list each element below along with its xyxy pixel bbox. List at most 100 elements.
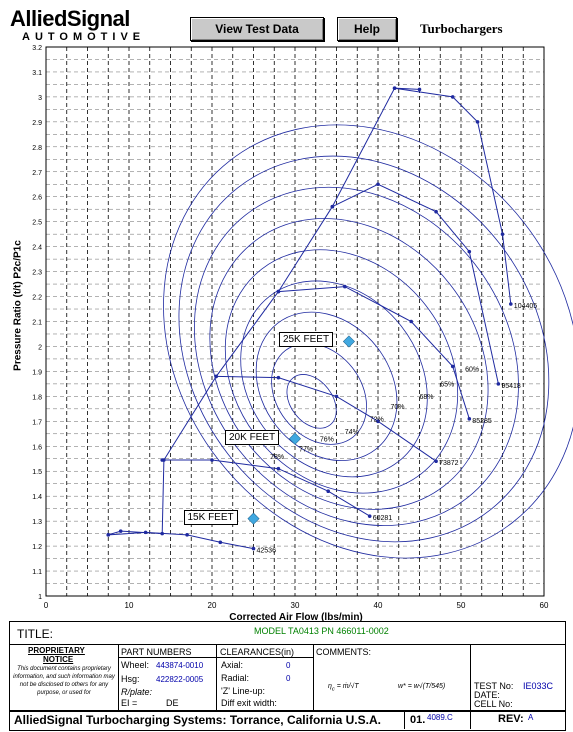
speed-line [278, 286, 470, 419]
y-tick-label: 1.2 [32, 544, 42, 551]
view-test-data-button[interactable]: View Test Data [190, 17, 324, 41]
part-numbers-heading: PART NUMBERS [121, 647, 192, 657]
speed-line-point [467, 249, 472, 254]
help-button[interactable]: Help [337, 17, 397, 41]
y-tick-label: 2 [38, 344, 42, 351]
footer-bar [9, 710, 566, 731]
wheel-value: 443874-0010 [156, 661, 204, 670]
ei-value: DE [166, 698, 179, 708]
speed-line-point [143, 530, 148, 535]
speed-line-point [509, 302, 513, 306]
operating-point-label: 25K FEET [278, 332, 334, 348]
speed-line-label: 95418 [501, 383, 521, 390]
x-tick-label: 20 [208, 601, 217, 610]
y-tick-label: 2.7 [32, 170, 42, 177]
y-tick-label: 1.7 [32, 419, 42, 426]
speed-line-point [334, 394, 339, 399]
y-tick-label: 1.5 [32, 469, 42, 476]
rev-value: A [528, 713, 534, 722]
operating-point-marker [342, 335, 355, 348]
y-axis-label: Pressure Ratio (t/t) P2c/P1c [12, 240, 24, 371]
y-tick-label: 3.1 [32, 70, 42, 77]
speed-line-point [276, 375, 281, 380]
y-tick-labels: 1 1.1 1.2 1.3 1.4 1.5 1.6 1.7 1.8 1.9 2 2.1 2.2 2.3 2.… [32, 45, 42, 601]
test-no-value: IE033C [523, 681, 554, 691]
logo-subtitle: AUTOMOTIVE [22, 31, 146, 43]
formula-eta: ηc = ṁ/√T [328, 683, 359, 693]
comments-label: COMMENTS: [316, 647, 371, 657]
logo-brand: AlliedSignal [10, 6, 130, 31]
compressor-map-chart: 0 10 20 30 40 50 60 11.11.21.31.41.51.61.71.81… [32, 45, 573, 610]
speed-line-label: 42536 [257, 548, 277, 555]
formula-w: w* = w√(T/545) [398, 683, 446, 690]
efficiency-label: 74% [345, 429, 359, 436]
axial-value: 0 [286, 661, 291, 670]
y-tick-label: 1.1 [32, 569, 42, 576]
y-tick-label: 1.6 [32, 444, 42, 451]
speed-line-point [330, 204, 335, 209]
efficiency-label: 65% [440, 381, 454, 388]
cell-no-label: CELL No: [474, 699, 513, 709]
surge-point [417, 87, 422, 92]
radial-label: Radial: [221, 673, 250, 683]
proprietary-heading: PROPRIETARY [28, 646, 85, 655]
y-tick-label: 2.2 [32, 295, 42, 302]
section-title: Turbochargers [420, 21, 503, 36]
y-tick-label: 3 [38, 95, 42, 102]
y-tick-label: 2.5 [32, 220, 42, 227]
speed-line-point [376, 419, 380, 424]
y-tick-label: 2.8 [32, 145, 42, 152]
efficiency-contour [193, 186, 519, 526]
diff-exit-label: Diff exit width: [221, 698, 277, 708]
speed-line-point [475, 120, 480, 124]
radial-value: 0 [286, 674, 291, 683]
y-tick-label: 1.8 [32, 394, 42, 401]
y-tick-label: 3.2 [32, 45, 42, 52]
doc-number-value: 4089.C [427, 713, 453, 722]
y-tick-label: 2.6 [32, 195, 42, 202]
speed-line-point [409, 319, 414, 324]
operating-point-label: 15K FEET [183, 509, 238, 525]
speed-line-labels: 42536 60281 73872 85285 95418 104405 60% 65% 68%… [257, 303, 538, 555]
title-label: TITLE: [17, 627, 54, 641]
speed-line [216, 375, 437, 462]
clearances-heading: CLEARANCES(in) [220, 647, 295, 657]
efficiency-contour [271, 342, 367, 445]
operating-point-marker [247, 512, 260, 525]
speed-line-point [376, 182, 380, 187]
efficiency-contour [163, 124, 573, 559]
hsg-value: 422822-0005 [156, 675, 204, 684]
speed-line-point [218, 540, 223, 545]
hsg-label: Hsg: [121, 674, 140, 684]
y-tick-label: 2.4 [32, 245, 42, 252]
efficiency-label: 77% [299, 446, 313, 453]
speed-line-point [450, 95, 455, 99]
efficiency-label: 76% [320, 436, 334, 443]
efficiency-label: 78% [270, 454, 284, 461]
x-tick-label: 0 [44, 601, 49, 610]
speed-line-point [160, 458, 164, 462]
y-tick-label: 2.9 [32, 120, 42, 127]
date-label: DATE: [474, 690, 500, 700]
y-tick-label: 1.9 [32, 369, 42, 376]
x-tick-label: 40 [374, 601, 383, 610]
speed-line-point [185, 533, 189, 537]
x-tick-label: 30 [291, 601, 300, 610]
x-tick-label: 60 [540, 601, 549, 610]
speed-line-point [106, 533, 111, 537]
ei-label: EI = [121, 698, 138, 708]
notice-heading: NOTICE [43, 655, 74, 664]
grid [46, 46, 544, 596]
speed-line-point [500, 232, 505, 236]
speed-line-label: 73872 [439, 460, 459, 467]
speed-line-point [434, 209, 438, 214]
operating-point-label: 20K FEET [225, 429, 280, 445]
doc-number-prefix: 01. [410, 714, 426, 726]
speed-line-point [326, 489, 331, 493]
y-tick-label: 1.3 [32, 519, 42, 526]
rev-label: REV: [498, 713, 524, 725]
speed-line-point [392, 86, 397, 90]
x-tick-label: 50 [457, 601, 466, 610]
speed-line-point [210, 458, 214, 462]
efficiency-label: 60% [465, 366, 479, 373]
